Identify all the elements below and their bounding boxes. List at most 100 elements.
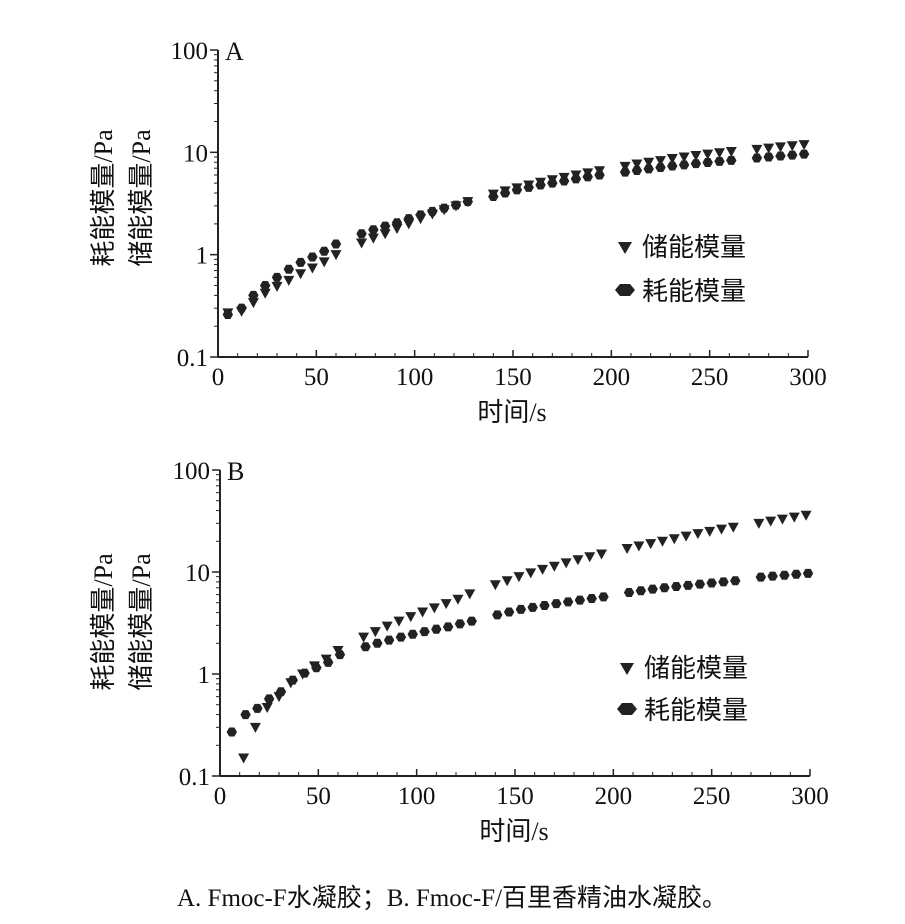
panel-a-loss-point xyxy=(356,229,367,239)
panel-b-loss-point xyxy=(311,663,322,673)
panel-b-loss-point xyxy=(372,638,383,648)
panel-a-loss-point xyxy=(655,163,666,173)
panel-b-y-tick-label: 0.1 xyxy=(179,764,210,791)
panel-b-storage-point xyxy=(668,534,680,545)
panel-a-storage-point xyxy=(330,250,342,261)
panel-b-storage-point xyxy=(572,555,584,566)
panel-b-loss-point xyxy=(515,604,527,614)
panel-b-storage-point xyxy=(537,564,549,575)
panel-b-loss-point xyxy=(562,597,574,607)
panel-a-legend-storage: 储能模量 xyxy=(642,233,746,262)
panel-b-loss-point xyxy=(263,694,275,704)
panel-b-label: B xyxy=(227,457,244,486)
panel-b-loss-point xyxy=(539,600,550,610)
panel-b-loss-point xyxy=(503,607,515,617)
panel-b-loss-point xyxy=(586,593,597,603)
panel-b-storage-point xyxy=(753,518,765,529)
panel-a-x-tick-label: 250 xyxy=(691,364,729,391)
panel-b-storage-point xyxy=(788,512,800,523)
panel-a-loss-point xyxy=(248,290,259,300)
panel-b-ylabel-line2: 储能模量/Pa xyxy=(127,553,156,691)
panel-a-loss-point xyxy=(271,272,283,282)
panel-b-storage-point xyxy=(417,607,429,618)
panel-b-xlabel: 时间/s xyxy=(479,817,548,846)
panel-b-storage-point xyxy=(381,621,393,632)
panel-b-loss-point xyxy=(383,635,395,645)
panel-b-y-tick-label: 1 xyxy=(198,662,211,689)
panel-b: B 耗能模量/Pa 储能模量/Pa 时间/s 储能模量 耗能模量 0 50 100 1… xyxy=(89,457,829,846)
panel-b-storage-point xyxy=(405,612,417,623)
panel-b-storage-point xyxy=(452,594,464,605)
panel-b-loss-point xyxy=(802,568,814,578)
panel-a-loss-point xyxy=(798,149,810,159)
panel-a-legend-marker-loss xyxy=(615,284,635,296)
panel-b-legend: 储能模量 耗能模量 xyxy=(617,654,748,725)
panel-a-loss-point xyxy=(678,160,690,170)
panel-b-loss-point xyxy=(706,578,717,588)
panel-a-storage-point xyxy=(763,143,775,154)
panel-a-loss-point xyxy=(523,182,534,192)
panel-b-loss-point xyxy=(442,622,454,632)
panel-b-storage-point xyxy=(657,536,668,547)
panel-a-storage-point xyxy=(702,149,714,160)
panel-b-x-tick-label: 150 xyxy=(496,783,534,810)
panel-a-storage-point xyxy=(678,152,690,163)
panel-b-loss-point xyxy=(671,582,682,592)
panel-a-storage-point xyxy=(295,269,307,280)
panel-a-storage-point xyxy=(631,159,643,170)
panel-b-loss-point xyxy=(635,586,647,596)
panel-a-loss-point xyxy=(619,167,631,177)
panel-b-loss-point xyxy=(419,627,430,637)
panel-b-storage-point xyxy=(776,514,788,525)
panel-a-ylabel-group: 耗能模量/Pa 储能模量/Pa xyxy=(89,129,156,267)
panel-a-storage-point xyxy=(725,146,737,157)
panel-b-storage-point xyxy=(800,510,812,521)
panel-a-legend-marker-storage xyxy=(618,242,632,254)
panel-b-x-tick-label: 300 xyxy=(791,783,829,810)
panel-a-storage-point xyxy=(666,154,678,165)
panel-a-loss-point xyxy=(330,239,342,249)
panel-b-storage-point xyxy=(261,702,273,713)
panel-a-storage-point xyxy=(367,233,379,244)
panel-a-loss-point xyxy=(558,176,570,186)
panel-a-loss-point xyxy=(391,218,403,228)
panel-b-loss-point xyxy=(395,632,407,642)
panel-a-loss-point xyxy=(535,180,546,190)
panel-b-storage-point xyxy=(596,549,608,560)
panel-a-ylabel-line1: 耗能模量/Pa xyxy=(89,129,118,267)
panel-a-loss-point xyxy=(415,210,426,220)
panel-a-x-tick-label: 150 xyxy=(494,364,532,391)
panel-a-x-tick-label: 50 xyxy=(304,364,329,391)
panel-a-loss-point xyxy=(307,252,318,262)
panel-b-storage-point xyxy=(621,543,633,554)
panel-b-loss-point xyxy=(240,710,251,720)
panel-b-storage-point xyxy=(704,526,716,537)
panel-b-y-tick-label: 10 xyxy=(185,560,210,587)
panel-a-loss-point xyxy=(462,197,473,207)
panel-a-loss-point xyxy=(787,150,798,160)
panel-b-storage-point xyxy=(548,561,560,572)
panel-a-loss-point xyxy=(368,225,379,235)
panel-a-storage-point xyxy=(271,281,283,292)
panel-a-loss-point xyxy=(714,156,725,166)
figure-caption: A. Fmoc-F水凝胶；B. Fmoc-F/百里香精油水凝胶。 xyxy=(177,884,727,912)
panel-a-storage-point xyxy=(643,157,655,168)
panel-b-loss-point xyxy=(730,576,741,586)
panel-a-storage-point xyxy=(247,298,259,309)
panel-b-ylabel-group: 耗能模量/Pa 储能模量/Pa xyxy=(89,553,156,691)
panel-b-loss-point xyxy=(551,599,562,609)
panel-b-loss-point xyxy=(647,584,658,594)
panel-b-storage-point xyxy=(440,599,452,610)
panel-b-loss-point xyxy=(767,571,778,581)
panel-a-y-tick-label: 0.1 xyxy=(177,345,208,372)
panel-b-x-tick-label: 250 xyxy=(693,783,731,810)
panel-a-storage-point xyxy=(283,275,295,286)
panel-b-loss-point xyxy=(598,592,609,602)
panel-b-loss-point xyxy=(360,642,371,652)
panel-a-storage-point xyxy=(714,148,725,159)
panel-a-loss-point xyxy=(295,257,306,267)
panel-b-storage-point xyxy=(249,722,261,733)
panel-b-storage-point xyxy=(692,529,704,540)
panel-b-legend-marker-storage xyxy=(620,663,634,675)
